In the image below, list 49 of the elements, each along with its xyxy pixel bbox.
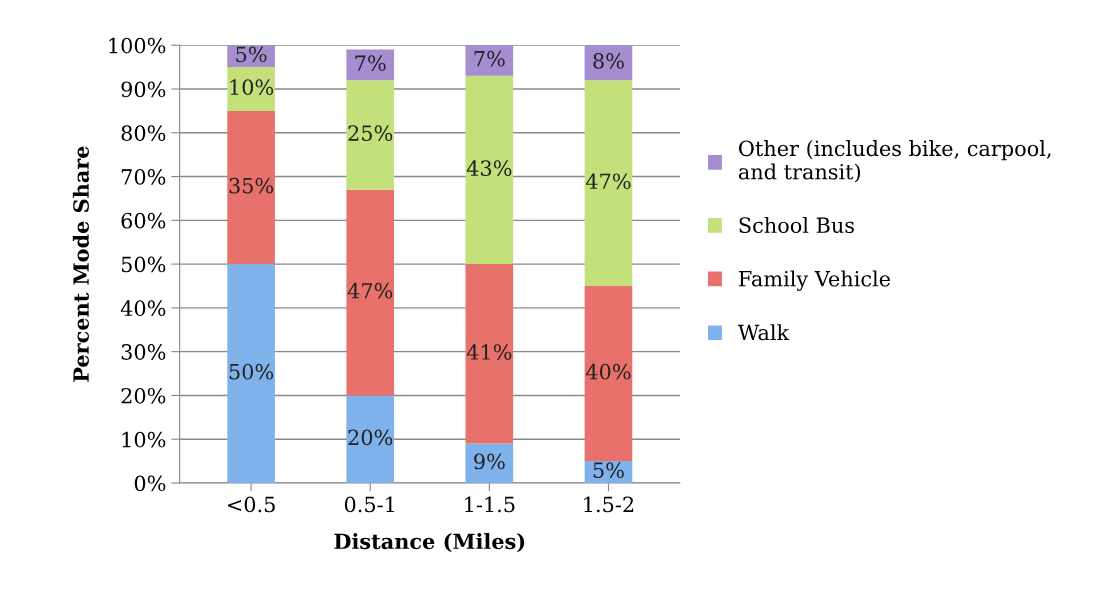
bar — [227, 67, 275, 111]
bar — [346, 395, 395, 483]
bar — [465, 264, 514, 444]
y-tick-label: 70% — [121, 169, 166, 185]
bar — [346, 49, 395, 81]
bar — [465, 443, 514, 483]
data-label: 47% — [585, 173, 631, 190]
y-tick-label: 20% — [121, 387, 166, 404]
data-label: 5% — [593, 462, 624, 479]
data-label: 7% — [474, 50, 505, 67]
y-axis-title: Percent Mode Share — [72, 146, 89, 382]
data-label: 50% — [229, 363, 274, 380]
x-tick-label: 1-1.5 — [465, 496, 515, 513]
y-tick-label: 60% — [121, 212, 166, 229]
y-tick-label: 50% — [121, 256, 166, 273]
data-label: 41% — [466, 344, 512, 360]
y-tick-label: 80% — [121, 125, 166, 141]
bar — [584, 286, 633, 462]
bar — [227, 110, 275, 265]
y-tick-label: 40% — [120, 300, 166, 317]
bar — [584, 80, 633, 286]
y-tick-label: 30% — [121, 344, 166, 360]
x-tick-label: 1.5-2 — [584, 496, 634, 513]
data-label: 35% — [229, 177, 274, 194]
data-label: 7% — [355, 55, 386, 71]
data-label: 25% — [348, 125, 393, 142]
data-label: 9% — [474, 453, 505, 470]
data-label: 40% — [585, 363, 631, 380]
data-label: 5% — [236, 46, 267, 63]
y-tick-label: 100% — [109, 37, 166, 54]
y-tick-label: 10% — [122, 431, 166, 448]
bar — [346, 189, 395, 396]
legend-label: School Bus — [739, 216, 854, 234]
legend-label: Other (includes bike, carpool, and transit) — [738, 140, 1051, 183]
legend-label: Walk — [737, 324, 790, 341]
legend-label: Family Vehicle — [739, 270, 890, 291]
data-label: 8% — [593, 53, 624, 69]
data-label: 20% — [348, 429, 393, 446]
data-label: 10% — [230, 79, 274, 96]
bar — [346, 80, 395, 190]
y-tick-label: 90% — [121, 81, 166, 98]
bar — [465, 75, 514, 265]
y-tick-label: 0% — [134, 475, 166, 492]
data-label: 43% — [466, 160, 512, 177]
x-tick-label: 0.5-1 — [344, 496, 394, 513]
x-tick-label: <0.5 — [228, 496, 275, 513]
x-axis-title: Distance (Miles) — [334, 533, 525, 553]
data-label: 47% — [347, 282, 393, 299]
bar — [227, 264, 275, 483]
